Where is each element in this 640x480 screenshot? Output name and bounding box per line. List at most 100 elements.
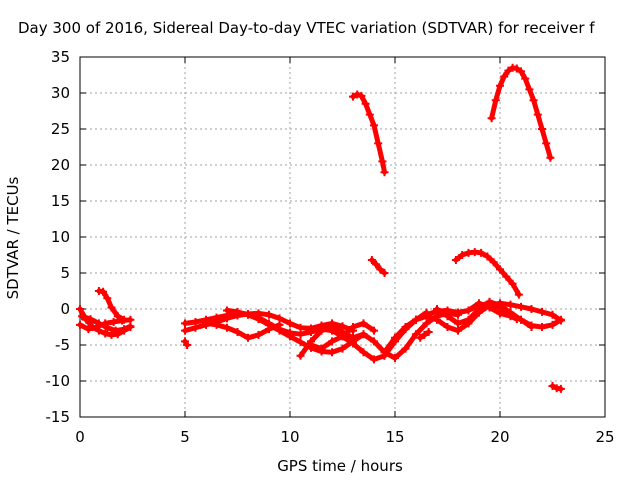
data-point — [296, 323, 305, 332]
data-point — [529, 96, 538, 105]
data-point — [496, 81, 504, 90]
data-point — [286, 319, 294, 328]
y-axis-ticks: -15 -10 -5 0 5 10 15 20 25 30 35 — [46, 48, 605, 426]
data-point — [338, 332, 347, 341]
data-point — [464, 306, 473, 315]
data-point — [514, 290, 523, 299]
data-point — [454, 308, 462, 317]
data-point — [349, 323, 357, 331]
data-point — [517, 67, 525, 76]
data-point — [286, 332, 294, 341]
data-series — [367, 256, 389, 277]
data-point — [107, 303, 116, 312]
data-point — [372, 260, 381, 269]
data-series — [78, 312, 135, 335]
data-point — [538, 323, 546, 331]
data-point — [84, 325, 93, 334]
data-point — [183, 341, 192, 349]
data-point — [181, 319, 189, 328]
data-point — [496, 301, 504, 310]
data-point — [359, 348, 368, 357]
data-point — [370, 121, 378, 130]
data-point — [380, 168, 389, 177]
data-point — [496, 309, 504, 318]
data-point — [401, 344, 410, 353]
data-point — [317, 344, 326, 353]
data-point — [443, 312, 452, 321]
data-point — [113, 312, 122, 321]
series-trace — [369, 257, 387, 276]
data-point — [265, 320, 273, 329]
data-series — [548, 382, 565, 393]
data-point — [538, 125, 546, 133]
data-point — [120, 315, 129, 324]
x-axis-ticks: 0 5 10 15 20 25 — [75, 57, 615, 446]
data-point — [542, 139, 551, 148]
data-point — [317, 326, 326, 335]
data-point — [458, 251, 467, 259]
x-tick-label: 0 — [75, 428, 85, 446]
x-tick-label: 25 — [595, 428, 614, 446]
data-point — [512, 64, 521, 73]
data-point — [483, 252, 492, 261]
data-point — [521, 74, 530, 83]
data-point — [451, 256, 460, 265]
data-point — [202, 319, 210, 328]
data-point — [328, 348, 336, 357]
data-point — [548, 320, 557, 329]
data-point — [109, 317, 118, 326]
data-series — [451, 248, 523, 299]
data-point — [328, 337, 336, 346]
y-tick-label: 15 — [51, 192, 70, 210]
data-point — [126, 322, 135, 331]
data-point — [101, 329, 110, 338]
data-points — [76, 63, 565, 393]
data-point — [349, 333, 357, 342]
data-series — [454, 299, 521, 324]
data-point — [376, 265, 385, 274]
data-point — [111, 326, 120, 335]
data-point — [401, 323, 410, 331]
data-point — [525, 85, 534, 94]
data-point — [443, 323, 452, 331]
data-point — [412, 330, 420, 339]
data-point — [412, 315, 420, 324]
data-point — [433, 315, 441, 324]
y-tick-label: 25 — [51, 120, 70, 138]
y-tick-label: -5 — [55, 336, 70, 354]
data-point — [99, 287, 108, 296]
data-point — [475, 299, 483, 308]
y-tick-label: 35 — [51, 48, 70, 66]
data-point — [538, 307, 546, 316]
data-point — [380, 348, 389, 357]
data-point — [485, 303, 494, 312]
data-point — [533, 110, 542, 119]
data-point — [527, 305, 536, 313]
y-axis-label: SDTVAR / TECUs — [4, 176, 22, 299]
data-point — [517, 302, 525, 311]
data-point — [512, 315, 521, 324]
data-series — [416, 328, 433, 342]
data-point — [103, 294, 112, 303]
data-point — [500, 72, 509, 81]
data-point — [120, 325, 129, 334]
data-point — [244, 310, 252, 319]
data-point — [380, 269, 389, 277]
data-point — [86, 315, 95, 324]
y-tick-label: 30 — [51, 84, 70, 102]
data-point — [223, 323, 231, 332]
data-point — [254, 330, 263, 339]
data-series — [307, 319, 378, 353]
data-point — [349, 92, 357, 101]
chart-title: Day 300 of 2016, Sidereal Day-to-day VTE… — [18, 19, 595, 37]
data-point — [275, 326, 284, 335]
data-point — [365, 110, 374, 119]
data-point — [477, 248, 486, 257]
data-series — [349, 90, 389, 177]
data-point — [223, 314, 231, 323]
data-point — [424, 328, 433, 337]
data-point — [433, 305, 441, 313]
x-axis-label: GPS time / hours — [277, 457, 403, 475]
